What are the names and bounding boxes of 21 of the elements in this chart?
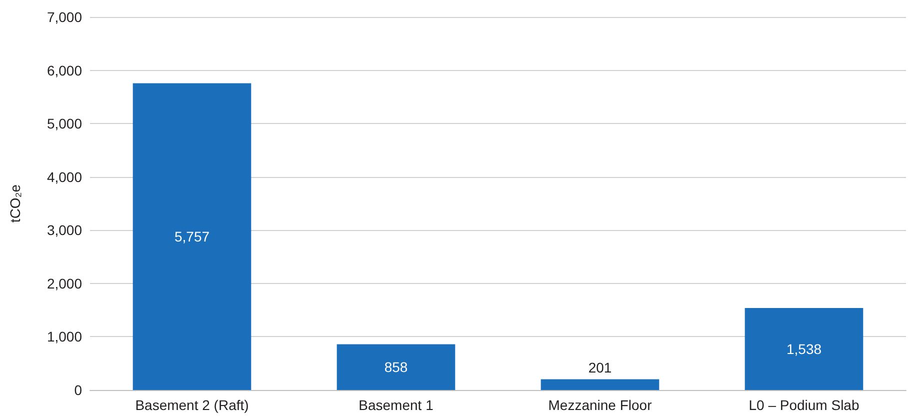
data-label: 858	[384, 359, 408, 376]
y-tick-label: 2,000	[46, 275, 82, 292]
y-tick-label: 4,000	[46, 168, 82, 185]
bar	[132, 83, 252, 390]
y-axis-title: tCO₂e	[7, 184, 23, 223]
x-tick-label: L0 – Podium Slab	[748, 397, 860, 413]
data-label: 5,757	[174, 228, 210, 245]
bar	[744, 308, 864, 390]
data-label: 201	[588, 359, 612, 376]
bar	[540, 379, 660, 390]
y-tick-label: 7,000	[46, 9, 82, 25]
x-tick-label: Basement 2 (Raft)	[135, 397, 249, 413]
y-tick-label: 6,000	[46, 62, 82, 78]
x-tick-label: Mezzanine Floor	[548, 397, 652, 413]
x-tick-label: Basement 1	[358, 397, 434, 413]
y-tick-label: 3,000	[46, 222, 82, 238]
y-tick-label: 5,000	[46, 116, 82, 132]
y-tick-label: 1,000	[46, 328, 82, 345]
data-label: 1,538	[786, 341, 822, 358]
bar	[336, 344, 456, 390]
y-tick-label: 0	[74, 382, 82, 398]
